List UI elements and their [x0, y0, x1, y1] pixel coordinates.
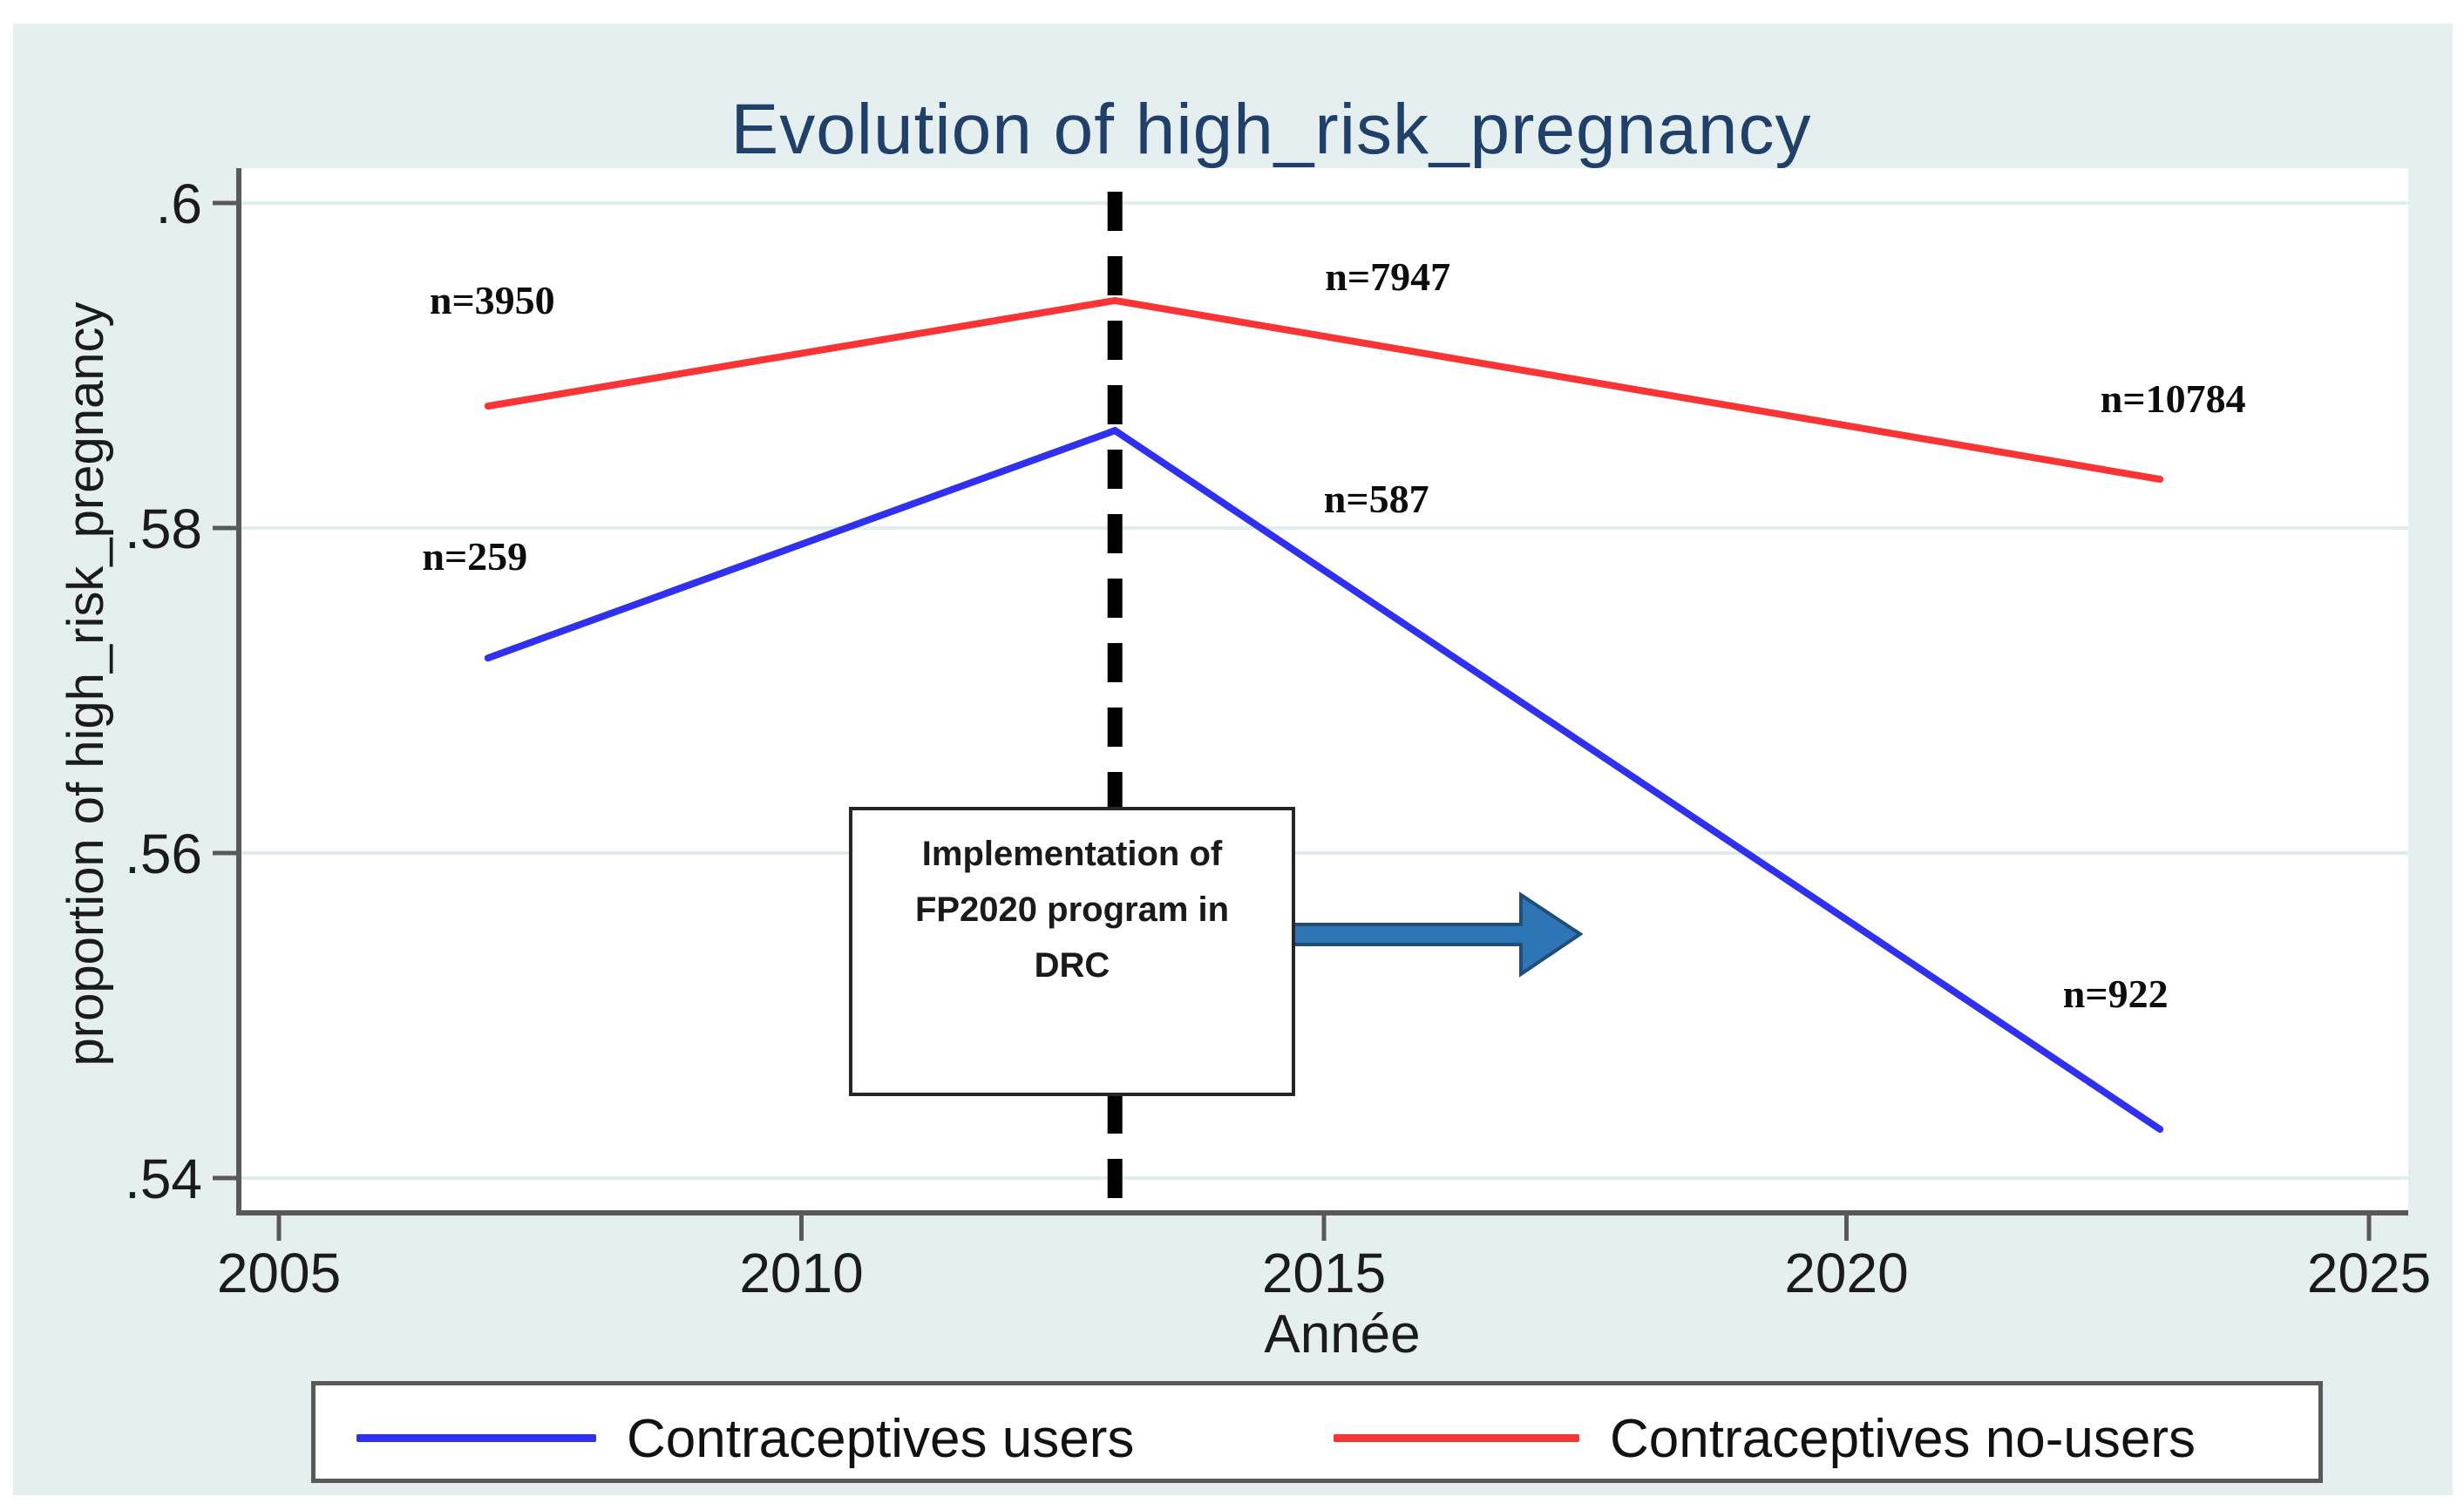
point-label: n=587	[1324, 477, 1429, 521]
legend-line-sample-users	[356, 1434, 596, 1442]
point-label: n=259	[422, 534, 527, 579]
legend-label-users: Contraceptives users	[627, 1409, 1135, 1469]
event-annotation-box: Implementation of FP2020 program in DRC	[849, 807, 1295, 1096]
series-line-contraceptives-no-users	[484, 296, 2164, 484]
x-tick-label: 2010	[739, 1242, 863, 1304]
plot-area	[239, 168, 2408, 1213]
point-label: n=3950	[430, 278, 555, 322]
x-tick-label: 2020	[1784, 1242, 1908, 1304]
right-arrow-icon	[1291, 891, 1584, 978]
y-axis-title: proportion of high_risk_pregnancy	[58, 301, 114, 1066]
x-axis-title: Année	[1264, 1304, 1421, 1364]
point-label: n=922	[2063, 972, 2169, 1016]
x-tick-label: 2005	[217, 1242, 341, 1304]
legend-label-no-users: Contraceptives no-users	[1610, 1409, 2196, 1469]
x-tick-label: 2025	[2307, 1242, 2431, 1304]
series-line-contraceptives-users	[484, 426, 2164, 1134]
y-tick-label: .56	[125, 823, 202, 885]
x-tick-label: 2015	[1262, 1242, 1386, 1304]
y-tick-label: .54	[125, 1148, 202, 1210]
y-tick-label: .58	[125, 498, 202, 560]
point-label: n=7947	[1325, 254, 1450, 299]
chart-title: Evolution of high_risk_pregnancy	[730, 90, 1812, 169]
legend: Contraceptives users Contraceptives no-u…	[311, 1381, 2323, 1483]
point-label: n=10784	[2101, 376, 2246, 421]
event-annotation-text: Implementation of FP2020 program in DRC	[914, 835, 1230, 985]
legend-line-sample-no-users	[1334, 1434, 1579, 1442]
y-tick-label: .6	[156, 173, 202, 235]
